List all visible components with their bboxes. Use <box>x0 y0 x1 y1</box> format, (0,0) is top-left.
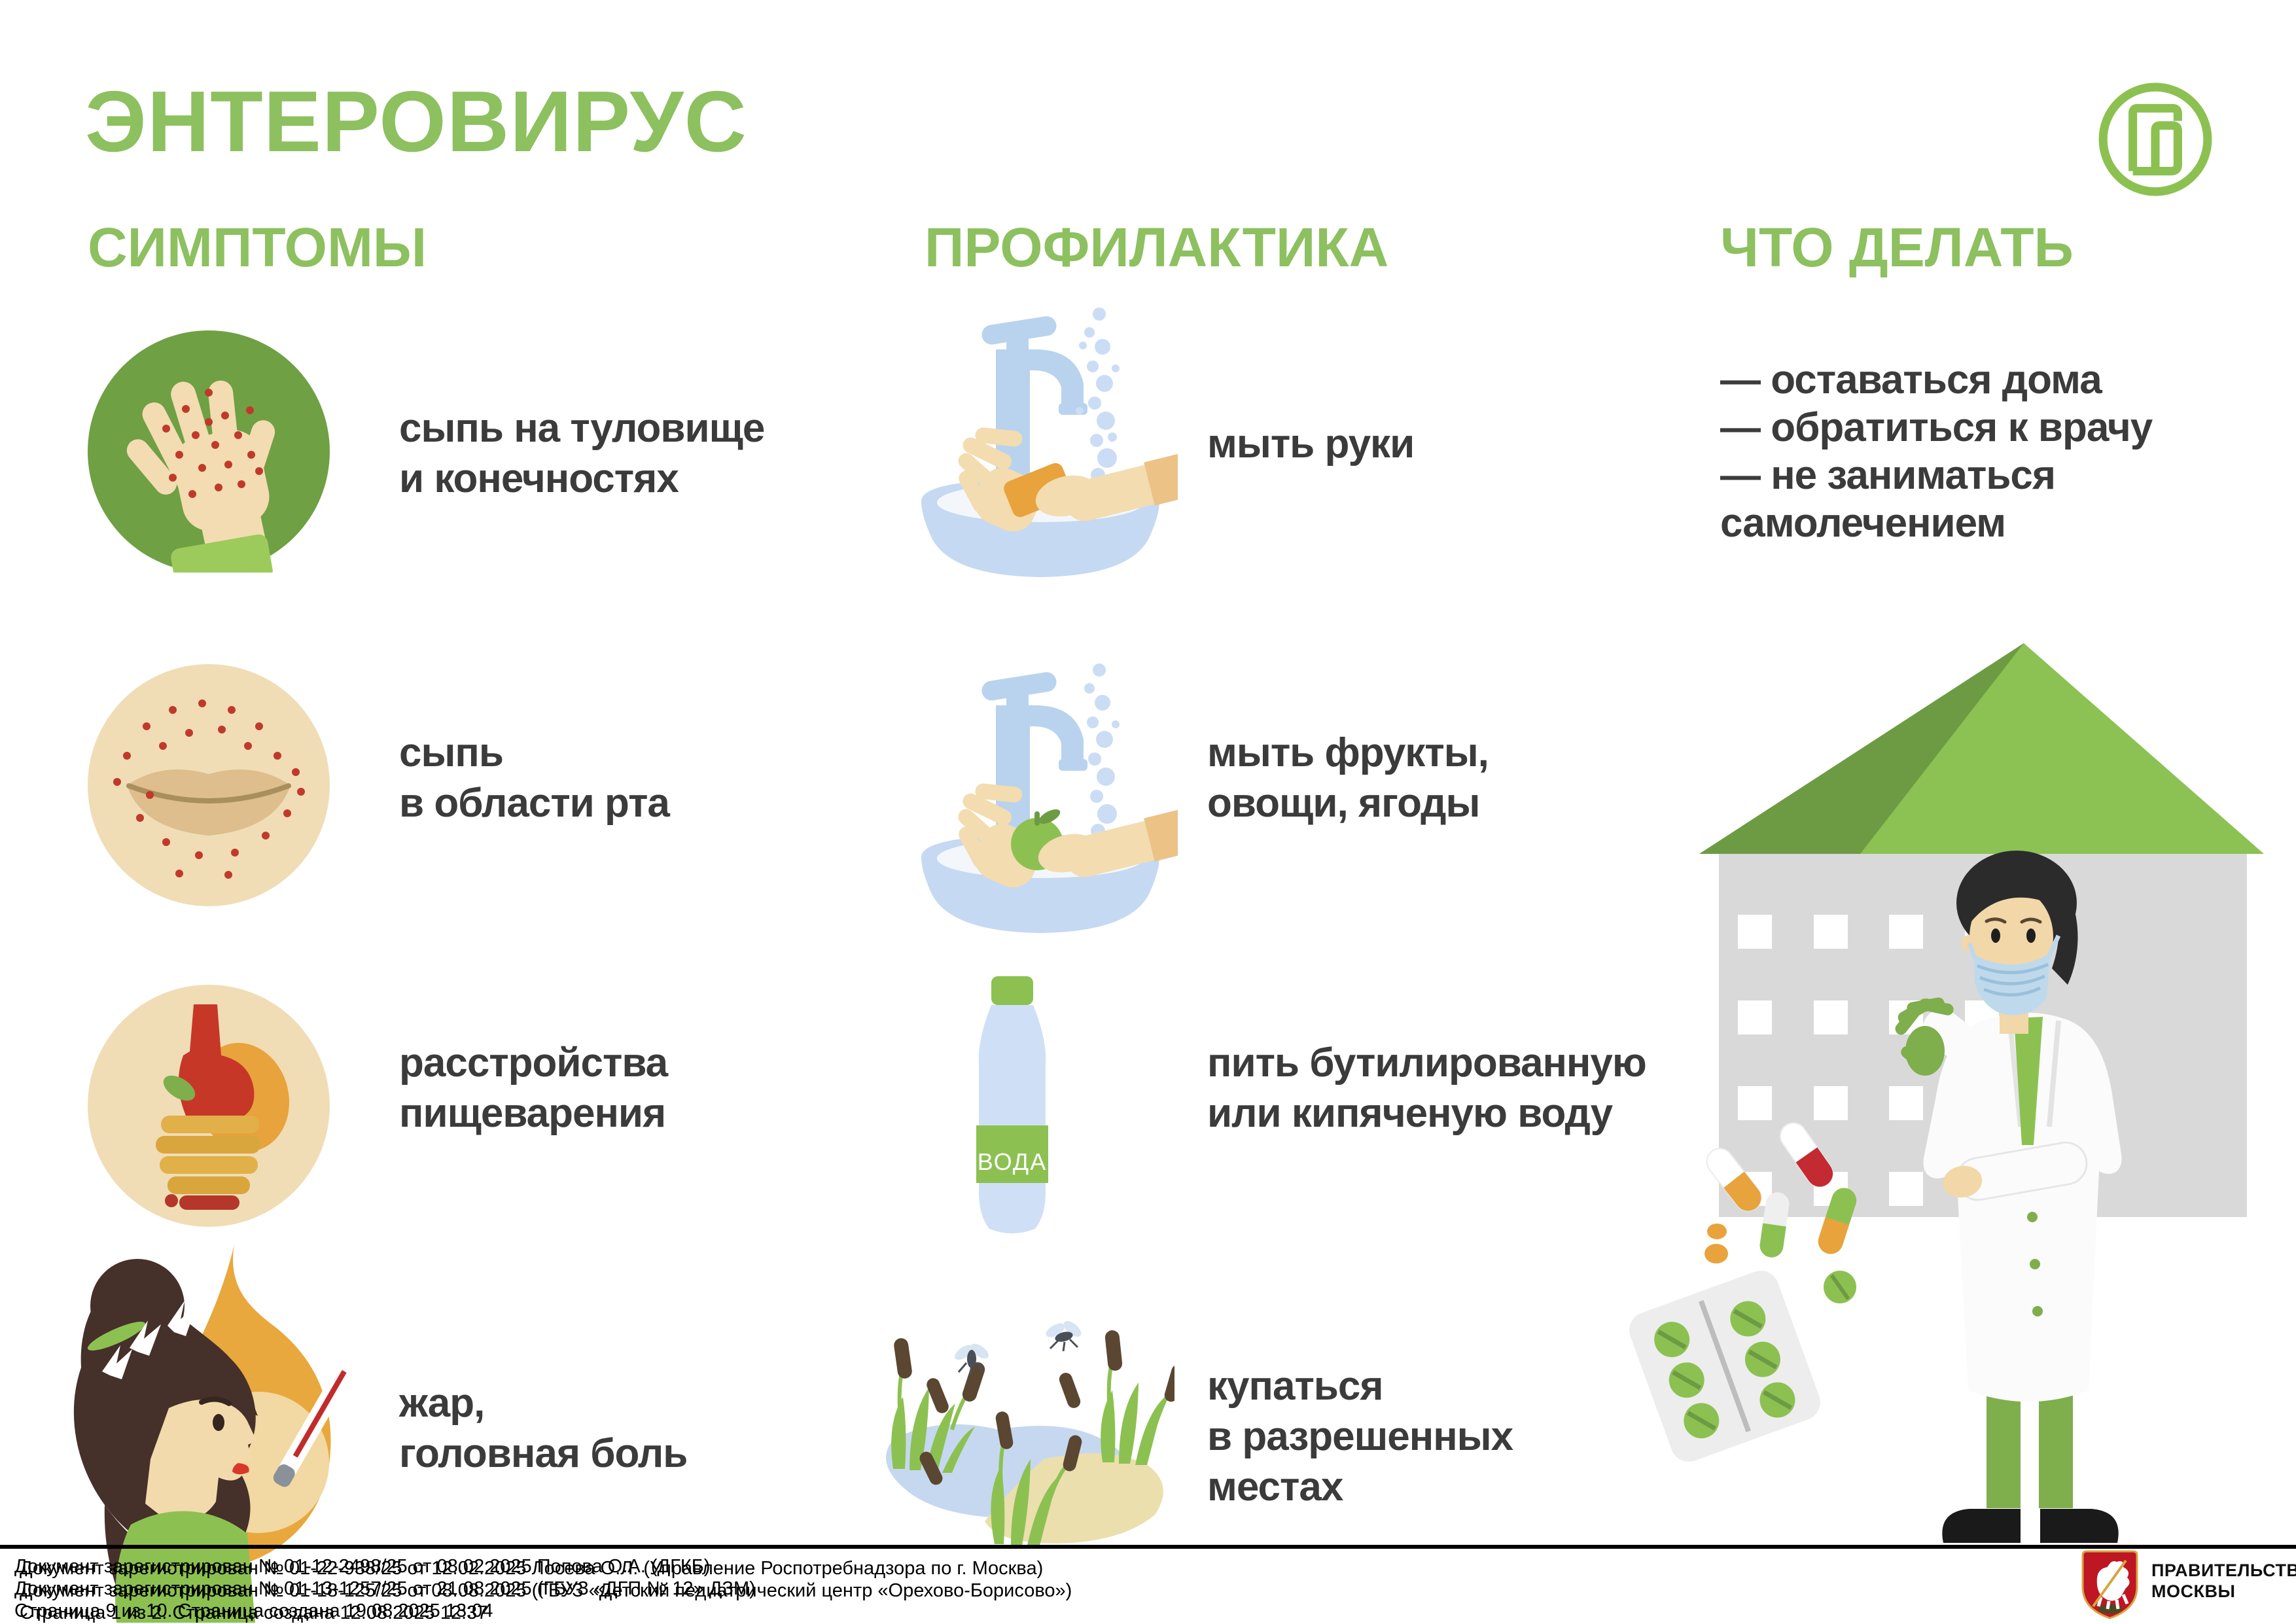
symptom-text-fever: жар, головная боль <box>399 1381 688 1476</box>
moscow-coat-of-arms-icon <box>2081 1550 2138 1619</box>
stamp2-registration-line-2: Документ зарегистрирован № 01-18-125/25 … <box>20 1580 1072 1601</box>
footer-divider-line <box>0 1545 2296 1549</box>
stamp2-registration-line-1: Документ зарегистрирован № 01-22-938/25 … <box>20 1558 1044 1579</box>
rash-hand-icon <box>88 330 330 573</box>
wash-hands-icon <box>921 308 1178 577</box>
doctor-house-illustration <box>1629 643 2264 1543</box>
water-bottle-icon: ВОДА <box>976 976 1048 1233</box>
todo-item-stay-home: — оставаться дома <box>1720 357 2102 402</box>
todo-item-no-self-treatment: — не заниматься самолечением <box>1720 453 2056 546</box>
stamp-registration-line-2: Документ зарегистрирован № 01-13-1257/25… <box>14 1578 756 1599</box>
green-glove-icon <box>1895 997 1954 1076</box>
mosquito-icon <box>955 1343 989 1375</box>
page-title: ЭНТЕРОВИРУС <box>85 73 747 169</box>
prevention-text-swim: купаться в разрешенных местах <box>1207 1364 1513 1509</box>
swim-allowed-places-icon <box>886 1321 1174 1545</box>
stamp-page-line: Страница 9 из 10. Страница создана 19.08… <box>14 1600 493 1621</box>
stamp-registration-line-1: Документ зарегистрирован № 01-12-2498/25… <box>14 1556 711 1577</box>
digestive-upset-icon <box>88 985 330 1227</box>
prevention-text-water: пить бутилированную или кипяченую воду <box>1207 1040 1647 1136</box>
symptom-text-rash-mouth: сыпь в области рта <box>399 730 670 826</box>
symptom-text-rash-body: сыпь на туловище и конечностях <box>399 406 765 501</box>
prevention-text-wash-fruits: мыть фрукты, овощи, ягоды <box>1207 730 1489 826</box>
prevention-text-wash-hands: мыть руки <box>1207 421 1415 467</box>
what-to-do-header: ЧТО ДЕЛАТЬ <box>1720 217 2074 278</box>
mosquito-icon <box>1046 1321 1082 1352</box>
pills-icon <box>1629 1122 1857 1462</box>
prevention-header: ПРОФИЛАКТИКА <box>925 217 1389 278</box>
doctor-figure <box>1895 851 2122 1543</box>
bottle-label-text: ВОДА <box>978 1148 1047 1175</box>
fever-headache-icon <box>73 1244 355 1623</box>
clinic-gp-logo-icon <box>2098 82 2212 196</box>
wash-fruits-icon <box>921 663 1178 933</box>
government-label-line1: ПРАВИТЕЛЬСТВО <box>2151 1561 2296 1580</box>
stamp2-page-line: Страница 1 из 2. Страница создана 12.08.… <box>20 1602 488 1623</box>
symptom-text-digestive: расстройства пищеварения <box>399 1040 668 1136</box>
government-label-line2: МОСКВЫ <box>2151 1581 2236 1601</box>
symptoms-header: СИМПТОМЫ <box>88 217 427 278</box>
rash-mouth-icon <box>88 664 330 906</box>
pill-blister-icon <box>1629 1271 1820 1462</box>
todo-item-see-doctor: — обратиться к врачу <box>1720 405 2153 450</box>
